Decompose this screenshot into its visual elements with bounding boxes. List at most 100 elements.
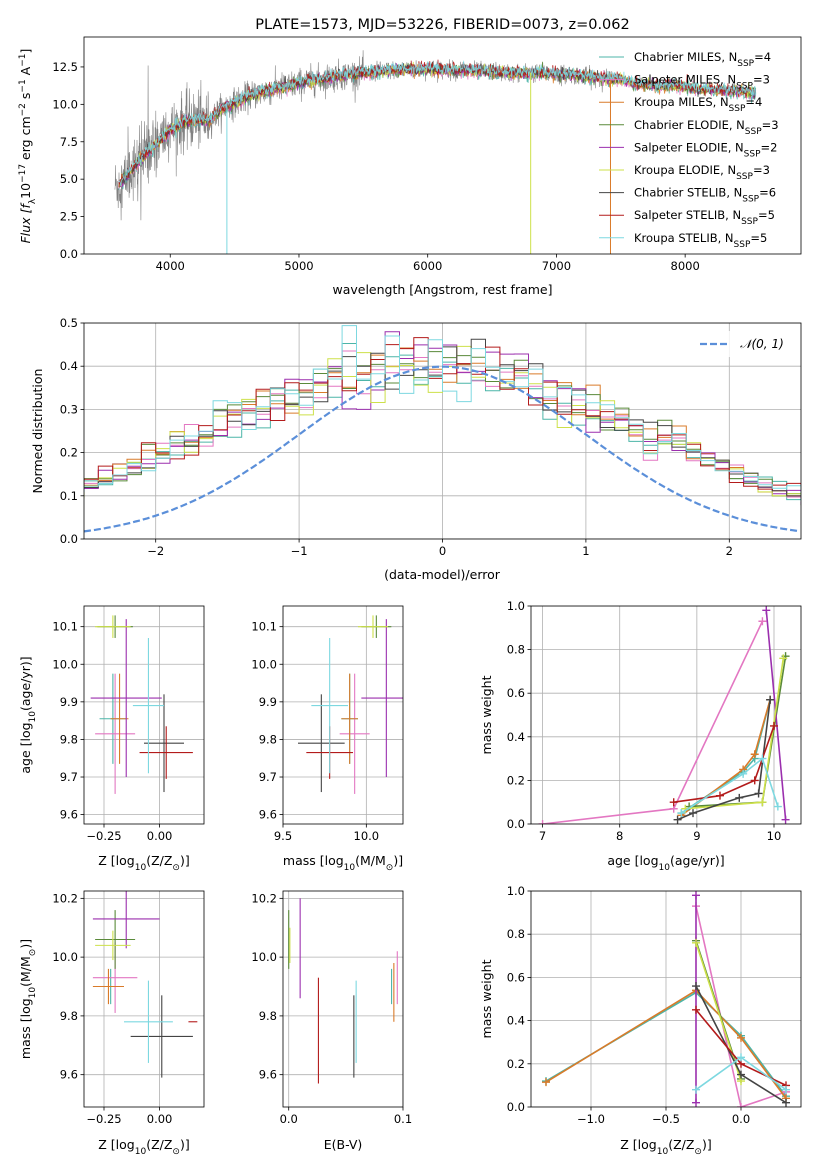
legend-label-kroupa_stelib-part: Kroupa STELIB, N bbox=[634, 231, 734, 245]
spectrum-axes: 4000 5000 6000 7000 8000 0.0 2.5 5.0 7.5 10.0 12.5 bbox=[52, 36, 802, 273]
mass_vs_Z-xtick-label: −0.25 bbox=[86, 1112, 121, 1126]
residuals-xtick-label: 0 bbox=[439, 544, 446, 558]
age_vs_mass-plot bbox=[283, 606, 403, 824]
legend-label-kroupa_miles: Kroupa MILES, NSSP=4 bbox=[634, 95, 762, 114]
mass_weight_vs_age-marker-kroupa_stelib bbox=[739, 769, 748, 778]
age-vs-Z-xlabel-part: (Z/Z bbox=[146, 853, 172, 868]
mass-vs-Z-xlabel: Z [log10(Z/Z⊙)] bbox=[98, 1137, 189, 1157]
mw-vs-Z-xlabel-part: Z [log bbox=[620, 1137, 656, 1152]
legend-label-kroupa_miles-part: SSP bbox=[729, 104, 746, 114]
mass-vs-Z-ylabel-part: ⊙ bbox=[28, 949, 38, 957]
age-vs-Z-ylabel-part: 10 bbox=[28, 711, 38, 723]
spectrum-xlabel: wavelength [Angstrom, rest frame] bbox=[332, 282, 552, 297]
mass_vs_ebv-ytick-label: 10.2 bbox=[251, 891, 277, 905]
legend-label-salpeter_stelib-part: Salpeter STELIB, N bbox=[634, 208, 741, 222]
age-vs-mass-xlabel: mass [log10(M/M⊙)] bbox=[283, 853, 403, 873]
mass_weight_vs_Z-ytick-label: 0.4 bbox=[507, 1014, 525, 1028]
spectrum-ylabel-part: Flux [f bbox=[18, 203, 33, 244]
age-vs-mass-xlabel-part: ⊙ bbox=[386, 863, 394, 873]
residuals-frame bbox=[83, 322, 802, 540]
spectrum-xtick-label: 7000 bbox=[542, 259, 571, 273]
mass_weight_vs_age-line-chabrier_stelib bbox=[677, 699, 771, 821]
age-vs-Z-ylabel-part: age [log bbox=[18, 722, 33, 773]
mass_weight_vs_age-marker-salpeter_miles bbox=[758, 617, 767, 626]
spectrum-xtick-label: 8000 bbox=[671, 259, 700, 273]
mass_weight_vs_age-line-chabrier_miles bbox=[680, 699, 771, 814]
mass_weight_vs_Z-line-kroupa_elodie bbox=[695, 942, 742, 1082]
mass_weight_vs_Z-marker-salpeter_elodie bbox=[692, 891, 700, 900]
mass_vs_ebv-axes: 0.0 0.1 9.6 9.8 10.0 10.2 bbox=[251, 890, 412, 1126]
age_vs_mass-ytick-label: 9.8 bbox=[259, 732, 277, 746]
mass_vs_Z-frame bbox=[83, 890, 205, 1108]
age-vs-Z-xlabel-part: 10 bbox=[135, 863, 147, 873]
mass_weight_vs_age-line-salpeter_stelib bbox=[673, 725, 775, 803]
legend-label-chabrier_stelib: Chabrier STELIB, NSSP=6 bbox=[634, 186, 776, 205]
residuals-plot bbox=[84, 323, 801, 539]
mass_weight_vs_age-ytick-label: 0.4 bbox=[507, 730, 525, 744]
residuals-xtick-label: −1 bbox=[291, 544, 308, 558]
age-vs-mass-xlabel-part: (M/M bbox=[355, 853, 386, 868]
age_vs_Z-ytick-label: 10.0 bbox=[52, 657, 78, 671]
mw-vs-Z-ylabel: mass weight bbox=[479, 959, 494, 1038]
mass_weight_vs_age-ytick-label: 0.6 bbox=[507, 686, 525, 700]
mass_weight_vs_age-plot bbox=[531, 606, 801, 824]
age_vs_mass-ytick-label: 10.1 bbox=[251, 620, 277, 634]
residuals-xlabel: (data-model)/error bbox=[384, 567, 501, 582]
mass_weight_vs_age-ytick-label: 0.8 bbox=[507, 643, 525, 657]
age_vs_Z-ytick-label: 9.8 bbox=[60, 732, 78, 746]
legend-label-salpeter_miles-part: =3 bbox=[753, 73, 770, 87]
mw-vs-Z-xlabel-part: (Z/Z bbox=[668, 1137, 694, 1152]
mass_weight_vs_Z-axes: −1.0 −0.5 0.0 0.0 0.2 0.4 0.6 0.8 1.0 bbox=[507, 884, 802, 1126]
age_vs_Z-xtick-label: 0.00 bbox=[147, 829, 173, 843]
mass_vs_Z-xtick-label: 0.00 bbox=[147, 1112, 173, 1126]
spectrum-xtick-label: 4000 bbox=[156, 259, 185, 273]
mass_vs_Z-ytick-label: 10.2 bbox=[52, 891, 78, 905]
mass_weight_vs_age-marker-salpeter_elodie bbox=[762, 606, 771, 615]
age-vs-Z-ylabel-part: (age/yr)] bbox=[18, 656, 33, 711]
mass_vs_ebv-ytick-label: 9.6 bbox=[259, 1068, 277, 1082]
legend-label-kroupa_stelib: Kroupa STELIB, NSSP=5 bbox=[634, 231, 767, 250]
residuals-ytick-label: 0.4 bbox=[60, 359, 78, 373]
mass_vs_Z-plot bbox=[84, 891, 204, 1107]
hist-kroupa_stelib bbox=[84, 325, 801, 502]
age-vs-mass-xlabel-part: )] bbox=[393, 853, 403, 868]
spectrum-ylabel-part: 10 bbox=[18, 183, 33, 199]
age-vs-Z-xlabel: Z [log10(Z/Z⊙)] bbox=[98, 853, 189, 873]
spectrum-ytick-label: 10.0 bbox=[52, 97, 78, 111]
mass_weight_vs_Z-marker-salpeter_stelib bbox=[692, 1005, 700, 1014]
mass_weight_vs_Z-marker-kroupa_stelib bbox=[782, 1085, 790, 1094]
mass-vs-Z-ylabel-part: 10 bbox=[28, 987, 38, 999]
spectrum-title: PLATE=1573, MJD=53226, FIBERID=0073, z=0… bbox=[255, 17, 629, 33]
mass_weight_vs_age-line-kroupa_stelib bbox=[680, 757, 779, 814]
mass_weight_vs_age-marker-salpeter_stelib bbox=[770, 721, 778, 730]
age_vs_Z-axes: −0.25 0.00 9.6 9.7 9.8 9.9 10.0 10.1 bbox=[52, 605, 205, 843]
legend-label-salpeter_elodie-part: =2 bbox=[761, 140, 778, 154]
mass-vs-Z-xlabel-part: )] bbox=[180, 1137, 190, 1152]
spectrum-model-kroupa_stelib bbox=[118, 60, 757, 187]
mass_weight_vs_age-line-salpeter_miles bbox=[542, 620, 764, 824]
residuals-ytick-label: 0.5 bbox=[60, 316, 78, 330]
spectrum-ytick-label: 5.0 bbox=[60, 172, 78, 186]
mass_weight_vs_Z-plot bbox=[531, 891, 801, 1107]
mass-vs-Z-ylabel-part: mass [log bbox=[18, 998, 33, 1059]
mass_vs_ebv-frame bbox=[282, 890, 404, 1108]
residuals-ytick-label: 0.0 bbox=[60, 532, 78, 546]
spectrum-ytick-label: 12.5 bbox=[52, 60, 78, 74]
mass_vs_ebv-xtick-label: 0.0 bbox=[280, 1112, 298, 1126]
legend-label-salpeter_miles-part: SSP bbox=[736, 82, 753, 92]
mw-vs-age-xlabel-part: (age/yr)] bbox=[670, 853, 725, 868]
mass_weight_vs_age-marker-salpeter_stelib bbox=[750, 776, 759, 785]
residuals-ytick-label: 0.3 bbox=[60, 402, 78, 416]
spectrum-ylabel-part: ] bbox=[18, 49, 33, 54]
mass_weight_vs_age-marker-kroupa_elodie bbox=[779, 654, 788, 663]
spectrum-ytick-label: 0.0 bbox=[60, 247, 78, 261]
mass_weight_vs_age-xtick-label: 7 bbox=[539, 829, 546, 843]
mass_weight_vs_Z-marker-kroupa_miles bbox=[542, 1078, 550, 1087]
age_vs_Z-ytick-label: 10.1 bbox=[52, 620, 78, 634]
spectrum-ytick-label: 2.5 bbox=[60, 210, 78, 224]
legend-label-kroupa_elodie-part: SSP bbox=[736, 172, 753, 182]
spectrum-plot bbox=[114, 50, 757, 254]
mass_weight_vs_Z-marker-chabrier_stelib bbox=[782, 1098, 790, 1107]
